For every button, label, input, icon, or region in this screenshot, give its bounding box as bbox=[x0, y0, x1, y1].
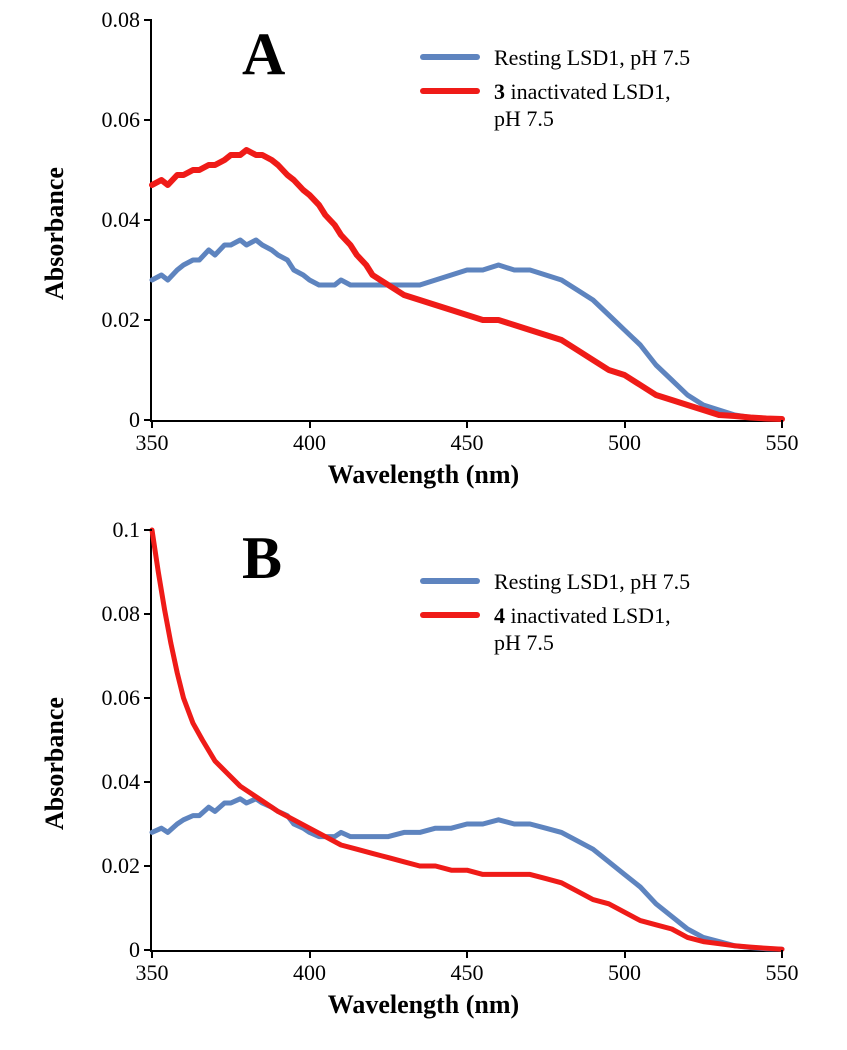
y-tick-label: 0 bbox=[129, 937, 140, 963]
x-tick bbox=[466, 950, 468, 958]
legend-swatch bbox=[420, 54, 480, 60]
legend-item: Resting LSD1, pH 7.5 bbox=[420, 568, 690, 596]
figure: 350 400 450 500 550 0 0.02 0.04 0.06 0.08 A Absor… bbox=[0, 0, 847, 1050]
y-tick bbox=[144, 119, 152, 121]
y-tick-label: 0.04 bbox=[102, 769, 141, 795]
panel-b: 350 400 450 500 550 0 0.02 0.04 0.06 0.08 0.1 B Ab… bbox=[0, 510, 847, 1050]
y-tick bbox=[144, 613, 152, 615]
series-inactivated-3 bbox=[152, 150, 782, 419]
x-tick-label: 550 bbox=[766, 430, 799, 456]
y-tick bbox=[144, 697, 152, 699]
legend-item: 3 inactivated LSD1, pH 7.5 bbox=[420, 78, 690, 133]
y-tick bbox=[144, 19, 152, 21]
y-tick-label: 0.06 bbox=[102, 685, 141, 711]
x-tick bbox=[309, 950, 311, 958]
x-tick-label: 450 bbox=[451, 960, 484, 986]
x-tick-label: 550 bbox=[766, 960, 799, 986]
legend-swatch bbox=[420, 578, 480, 584]
legend-item: Resting LSD1, pH 7.5 bbox=[420, 44, 690, 72]
y-tick bbox=[144, 319, 152, 321]
x-tick-label: 500 bbox=[608, 960, 641, 986]
y-axis-label-b: Absorbance bbox=[40, 697, 70, 830]
x-tick bbox=[151, 950, 153, 958]
x-tick-label: 400 bbox=[293, 960, 326, 986]
x-tick bbox=[466, 420, 468, 428]
panel-letter-a: A bbox=[242, 20, 285, 89]
y-tick bbox=[144, 419, 152, 421]
legend-a: Resting LSD1, pH 7.5 3 inactivated LSD1, … bbox=[420, 44, 690, 139]
x-tick bbox=[624, 950, 626, 958]
y-tick-label: 0.08 bbox=[102, 7, 141, 33]
legend-label: 3 inactivated LSD1, pH 7.5 bbox=[494, 78, 671, 133]
legend-swatch bbox=[420, 88, 480, 94]
y-tick-label: 0.06 bbox=[102, 107, 141, 133]
legend-label: 4 inactivated LSD1, pH 7.5 bbox=[494, 602, 671, 657]
series-resting bbox=[152, 799, 782, 949]
panel-a: 350 400 450 500 550 0 0.02 0.04 0.06 0.08 A Absor… bbox=[0, 0, 847, 510]
y-tick-label: 0.1 bbox=[113, 517, 141, 543]
y-tick bbox=[144, 529, 152, 531]
y-tick bbox=[144, 781, 152, 783]
x-tick bbox=[781, 420, 783, 428]
y-tick-label: 0.08 bbox=[102, 601, 141, 627]
legend-label: Resting LSD1, pH 7.5 bbox=[494, 568, 690, 596]
y-tick-label: 0.02 bbox=[102, 853, 141, 879]
x-tick bbox=[151, 420, 153, 428]
x-tick bbox=[309, 420, 311, 428]
y-tick-label: 0 bbox=[129, 407, 140, 433]
legend-b: Resting LSD1, pH 7.5 4 inactivated LSD1, … bbox=[420, 568, 690, 663]
x-tick-label: 500 bbox=[608, 430, 641, 456]
x-tick bbox=[781, 950, 783, 958]
x-tick-label: 450 bbox=[451, 430, 484, 456]
x-tick-label: 350 bbox=[136, 430, 169, 456]
x-axis-label-a: Wavelength (nm) bbox=[328, 460, 519, 490]
y-tick bbox=[144, 219, 152, 221]
series-resting bbox=[152, 240, 782, 419]
y-tick bbox=[144, 949, 152, 951]
legend-label: Resting LSD1, pH 7.5 bbox=[494, 44, 690, 72]
y-tick-label: 0.02 bbox=[102, 307, 141, 333]
x-tick-label: 350 bbox=[136, 960, 169, 986]
legend-swatch bbox=[420, 612, 480, 618]
panel-letter-b: B bbox=[242, 524, 282, 593]
y-tick bbox=[144, 865, 152, 867]
y-axis-label-a: Absorbance bbox=[40, 167, 70, 300]
y-tick-label: 0.04 bbox=[102, 207, 141, 233]
legend-item: 4 inactivated LSD1, pH 7.5 bbox=[420, 602, 690, 657]
x-tick bbox=[624, 420, 626, 428]
x-tick-label: 400 bbox=[293, 430, 326, 456]
x-axis-label-b: Wavelength (nm) bbox=[328, 990, 519, 1020]
